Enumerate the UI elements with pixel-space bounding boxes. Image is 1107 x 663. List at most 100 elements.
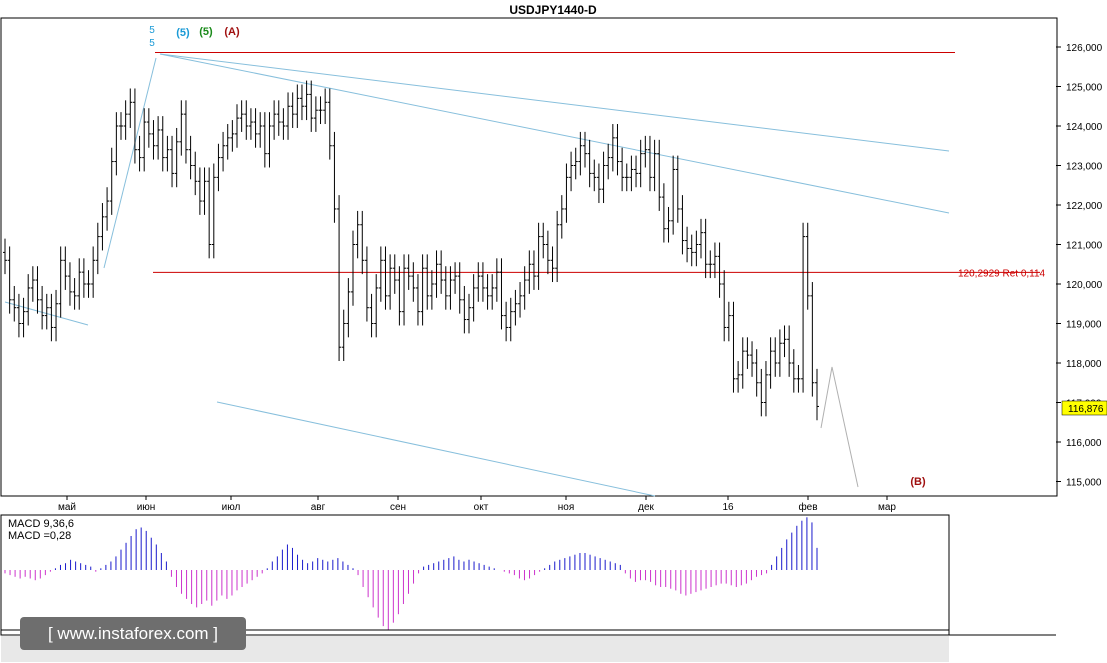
price-bar [332, 131, 337, 223]
price-bar [230, 120, 235, 152]
x-tick-label: фев [798, 501, 817, 513]
price-bar [12, 285, 17, 322]
price-bar [453, 262, 458, 294]
price-bar [736, 361, 741, 393]
price-bar [708, 250, 713, 279]
price-bar [72, 278, 77, 310]
price-bar [95, 222, 100, 275]
price-bar [193, 151, 198, 196]
price-bar [420, 254, 425, 326]
price-bar [657, 139, 662, 211]
price-bar [91, 246, 96, 298]
x-tick-label: сен [390, 502, 406, 513]
price-bar [26, 274, 31, 326]
price-bar [327, 88, 332, 160]
price-bar [569, 151, 574, 192]
price-bar [777, 329, 782, 377]
price-bar [318, 96, 323, 125]
price-bar [527, 250, 532, 294]
price-bars [3, 80, 819, 421]
y-tick-label: 120,000 [1066, 280, 1103, 291]
wave-labels: 5 5 (5) (5) (A) (B) [149, 25, 926, 488]
current-price: 116,876 [1068, 404, 1104, 415]
price-bar [587, 139, 592, 188]
price-bar [490, 274, 495, 310]
price-bar [518, 282, 523, 318]
y-tick-label: 125,000 [1066, 83, 1103, 94]
price-bar [717, 242, 722, 298]
price-bar [123, 100, 128, 140]
price-bar [726, 301, 731, 342]
price-bar [253, 108, 258, 148]
price-bar [810, 282, 815, 397]
price-bar [235, 104, 239, 148]
price-bar [750, 341, 755, 377]
price-bar [360, 210, 365, 275]
price-bar [694, 230, 699, 267]
retracement-label: 120,2929 Ret 0,114 [958, 268, 1046, 279]
price-bar [346, 278, 351, 338]
price-bar [137, 135, 142, 172]
price-bar [58, 246, 63, 318]
price-bar [151, 120, 156, 160]
price-bar [197, 167, 202, 215]
price-bar [583, 131, 587, 168]
wave-label: (B) [910, 476, 926, 488]
price-bar [337, 195, 342, 362]
price-bar [244, 100, 249, 140]
price-bar [671, 155, 676, 235]
price-bar [188, 135, 193, 180]
price-bar [462, 285, 467, 334]
price-bar [457, 262, 462, 314]
macd-histogram [4, 517, 818, 630]
price-bar [754, 349, 759, 397]
price-bar [239, 100, 244, 132]
price-bar [364, 246, 369, 322]
price-bar [805, 222, 810, 310]
price-bar [610, 124, 615, 172]
price-bar [355, 210, 360, 259]
price-bar [545, 230, 550, 275]
price-bar [731, 301, 736, 393]
price-bar [165, 135, 170, 172]
y-tick-label: 119,000 [1066, 320, 1102, 331]
price-bar [146, 108, 151, 148]
price-bar [555, 210, 560, 283]
price-bar [685, 226, 690, 263]
price-bar [341, 309, 346, 362]
price-bar [179, 100, 184, 156]
price-bar [100, 203, 105, 251]
x-tick-label: май [58, 502, 76, 513]
price-bar [258, 112, 263, 148]
price-bar [476, 262, 481, 302]
price-bar [248, 108, 253, 140]
price-bar [763, 361, 768, 417]
price-bar [471, 274, 476, 322]
y-axis: 126,000 125,000 124,000 123,000 122,000 121,0… [1056, 43, 1103, 489]
x-tick-label: ноя [558, 502, 575, 513]
price-bar [536, 222, 541, 290]
price-bar [661, 183, 666, 243]
x-tick-label: июн [137, 502, 156, 513]
wave-label: 5 [149, 38, 155, 49]
price-bar [643, 135, 648, 168]
price-bar [592, 159, 597, 192]
price-bar [383, 246, 388, 310]
price-bar [699, 218, 703, 259]
price-bar [634, 155, 639, 188]
price-bar [21, 297, 26, 338]
price-bar [30, 266, 35, 302]
price-bar [119, 112, 123, 140]
price-bar [652, 139, 657, 192]
price-bar [397, 266, 402, 326]
price-bar [722, 270, 727, 342]
price-bar [77, 258, 82, 310]
price-bar [559, 195, 564, 239]
price-bar [759, 368, 764, 417]
price-bar [7, 246, 12, 314]
price-bar [680, 195, 685, 255]
x-tick-label: дек [638, 502, 654, 513]
price-bar [267, 112, 272, 168]
price-bar [156, 116, 161, 160]
